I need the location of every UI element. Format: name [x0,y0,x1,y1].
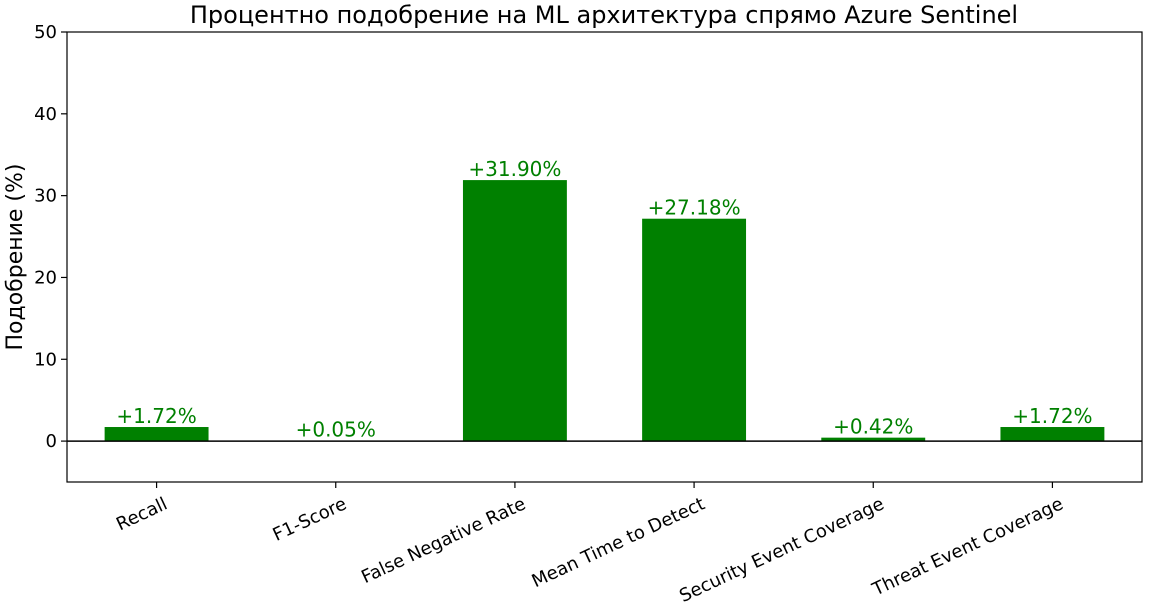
x-tick-label: False Negative Rate [358,493,529,588]
bar [462,180,567,442]
y-tick-label: 50 [34,22,57,43]
y-tick-label: 30 [34,186,57,207]
y-tick-label: 20 [34,267,57,288]
y-tick-label: 0 [46,431,57,452]
bar-value-label: +0.42% [833,415,913,439]
bar [821,437,926,442]
bar [104,427,209,442]
x-tick-label: F1-Score [270,493,350,545]
x-tick-label: Recall [113,493,171,535]
bar [642,218,747,442]
x-axis: Recall F1-Score False Negative Rate Mean Ti… [113,482,1067,607]
bar [1000,427,1105,442]
x-tick-label: Mean Time to Detect [529,493,709,592]
y-tick-label: 10 [34,349,57,370]
x-tick-label: Threat Event Coverage [868,493,1066,600]
y-axis: 0 10 20 30 40 50 [34,22,67,452]
bar-value-label: +31.90% [468,157,561,181]
bars-group: +1.72% +0.05% +31.90% +27.18% +0.42% +1.72% [104,157,1105,442]
bar-value-label: +0.05% [296,418,376,442]
y-tick-label: 40 [34,104,57,125]
bar-value-label: +1.72% [1012,404,1092,428]
plot-frame [66,31,1143,483]
bar-value-label: +1.72% [116,404,196,428]
y-axis-label: Подобрение (%) [3,163,28,350]
x-tick-label: Security Event Coverage [676,493,887,606]
bar-value-label: +27.18% [648,196,741,220]
chart-title: Процентно подобрение на ML архитектура с… [190,1,1018,29]
